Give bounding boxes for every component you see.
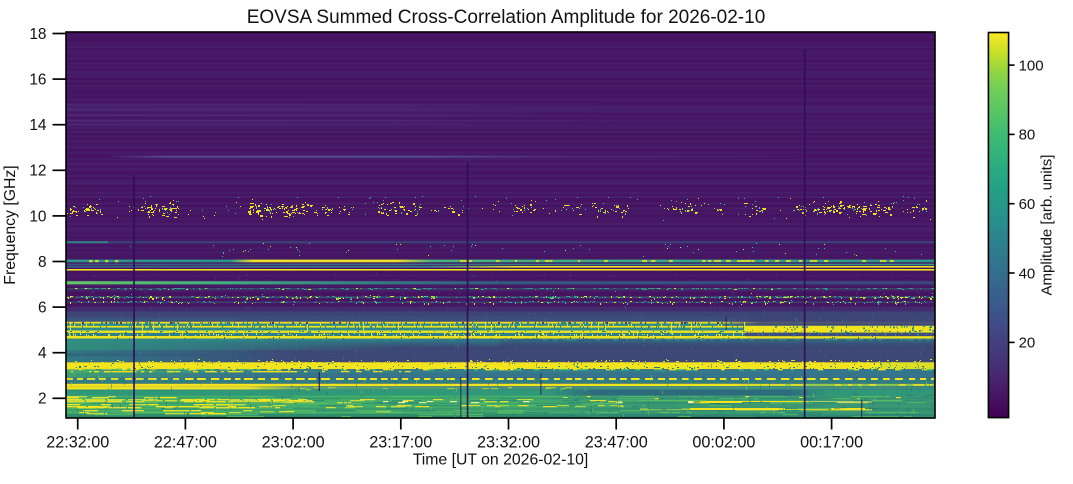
svg-text:22:32:00: 22:32:00 [46,434,109,452]
svg-text:8: 8 [38,254,47,271]
svg-text:12: 12 [29,163,46,180]
svg-text:23:32:00: 23:32:00 [477,434,540,452]
svg-text:22:47:00: 22:47:00 [154,434,217,452]
svg-text:00:02:00: 00:02:00 [692,434,755,452]
svg-text:18: 18 [29,26,46,43]
svg-text:00:17:00: 00:17:00 [800,434,863,452]
svg-text:80: 80 [1019,127,1036,144]
svg-text:14: 14 [29,117,47,134]
svg-text:23:47:00: 23:47:00 [585,434,648,452]
svg-text:EOVSA Summed Cross-Correlation: EOVSA Summed Cross-Correlation Amplitude… [247,7,766,28]
svg-text:40: 40 [1019,265,1036,282]
svg-text:Time [UT on 2026-02-10]: Time [UT on 2026-02-10] [413,452,589,469]
svg-text:100: 100 [1019,57,1044,74]
svg-text:16: 16 [29,72,46,89]
svg-text:Frequency [GHz]: Frequency [GHz] [2,165,19,284]
svg-text:6: 6 [38,300,47,317]
svg-text:20: 20 [1019,335,1036,352]
svg-text:Amplitude [arb. units]: Amplitude [arb. units] [1039,155,1056,296]
svg-text:10: 10 [29,208,46,225]
svg-text:2: 2 [38,391,47,408]
svg-text:4: 4 [38,345,47,362]
svg-text:23:02:00: 23:02:00 [262,434,325,452]
svg-text:60: 60 [1019,196,1036,213]
svg-text:23:17:00: 23:17:00 [369,434,432,452]
